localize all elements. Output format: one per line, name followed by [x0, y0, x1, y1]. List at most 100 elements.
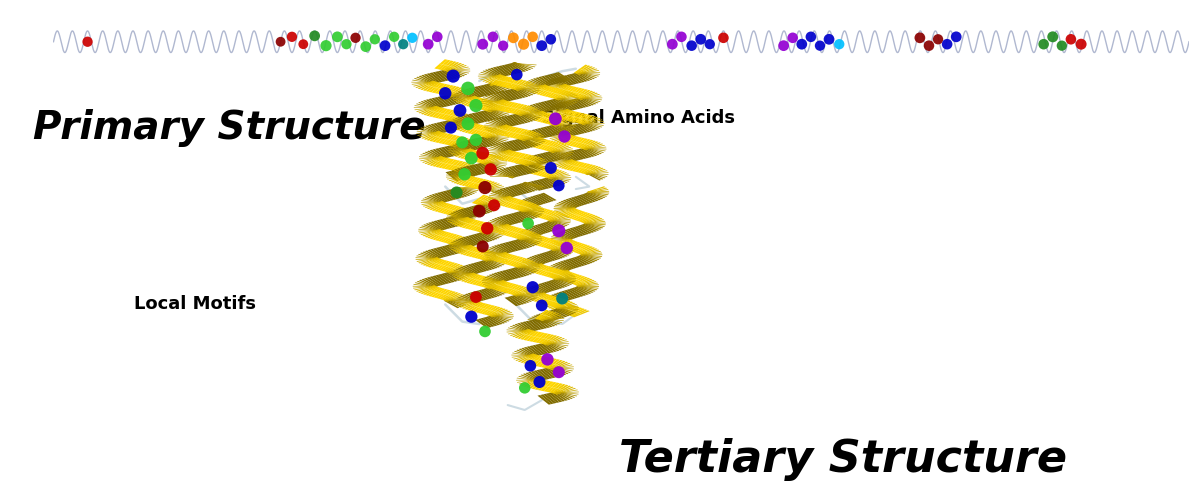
Polygon shape: [432, 83, 445, 93]
Polygon shape: [486, 223, 509, 226]
Polygon shape: [518, 203, 535, 211]
Polygon shape: [516, 84, 537, 91]
Polygon shape: [520, 131, 534, 140]
Polygon shape: [536, 284, 551, 292]
Polygon shape: [580, 254, 599, 260]
Polygon shape: [586, 167, 604, 175]
Polygon shape: [517, 266, 535, 273]
Point: [451, 107, 470, 114]
Polygon shape: [570, 88, 583, 97]
Polygon shape: [528, 319, 548, 324]
Polygon shape: [539, 77, 552, 85]
Polygon shape: [584, 147, 599, 155]
Polygon shape: [552, 158, 573, 162]
Polygon shape: [480, 101, 504, 102]
Polygon shape: [585, 223, 605, 225]
Polygon shape: [457, 188, 479, 189]
Polygon shape: [504, 297, 518, 306]
Polygon shape: [484, 102, 499, 111]
Polygon shape: [484, 162, 502, 169]
Polygon shape: [529, 138, 545, 147]
Polygon shape: [512, 62, 529, 71]
Polygon shape: [483, 71, 502, 78]
Polygon shape: [521, 155, 535, 165]
Polygon shape: [484, 157, 502, 164]
Polygon shape: [522, 134, 541, 140]
Polygon shape: [554, 124, 572, 131]
Polygon shape: [432, 194, 447, 202]
Polygon shape: [439, 219, 453, 228]
Polygon shape: [429, 132, 443, 141]
Polygon shape: [551, 367, 573, 371]
Polygon shape: [449, 93, 470, 101]
Polygon shape: [547, 177, 564, 185]
Polygon shape: [477, 100, 491, 109]
Polygon shape: [452, 120, 476, 121]
Polygon shape: [581, 252, 602, 255]
Polygon shape: [422, 229, 441, 236]
Polygon shape: [551, 364, 573, 370]
Polygon shape: [485, 125, 508, 130]
Polygon shape: [454, 169, 471, 178]
Polygon shape: [499, 143, 515, 152]
Polygon shape: [451, 216, 467, 224]
Polygon shape: [549, 133, 571, 137]
Polygon shape: [584, 147, 602, 154]
Polygon shape: [549, 220, 570, 225]
Polygon shape: [549, 116, 564, 125]
Polygon shape: [520, 211, 535, 219]
Polygon shape: [485, 123, 508, 128]
Polygon shape: [522, 137, 541, 145]
Polygon shape: [566, 229, 581, 237]
Polygon shape: [567, 275, 583, 283]
Polygon shape: [416, 132, 440, 134]
Polygon shape: [541, 318, 564, 321]
Polygon shape: [476, 233, 490, 242]
Polygon shape: [507, 89, 520, 99]
Polygon shape: [454, 96, 476, 101]
Polygon shape: [490, 68, 505, 77]
Point: [466, 102, 485, 109]
Polygon shape: [574, 163, 587, 172]
Polygon shape: [535, 139, 549, 148]
Polygon shape: [460, 300, 478, 308]
Polygon shape: [482, 231, 501, 239]
Polygon shape: [463, 89, 478, 99]
Polygon shape: [543, 297, 558, 305]
Polygon shape: [579, 140, 593, 149]
Polygon shape: [478, 197, 495, 205]
Polygon shape: [518, 235, 540, 237]
Polygon shape: [458, 91, 476, 99]
Polygon shape: [480, 289, 495, 298]
Polygon shape: [424, 125, 441, 134]
Polygon shape: [514, 295, 529, 303]
Polygon shape: [429, 231, 445, 239]
Polygon shape: [518, 136, 541, 139]
Polygon shape: [454, 139, 471, 147]
Polygon shape: [489, 109, 510, 115]
Polygon shape: [414, 105, 438, 109]
Polygon shape: [543, 301, 565, 304]
Polygon shape: [518, 112, 536, 121]
Polygon shape: [449, 146, 472, 152]
Polygon shape: [541, 318, 565, 320]
Polygon shape: [457, 142, 473, 151]
Polygon shape: [454, 218, 470, 226]
Polygon shape: [487, 125, 508, 131]
Polygon shape: [479, 137, 495, 146]
Polygon shape: [507, 330, 530, 332]
Polygon shape: [465, 166, 479, 175]
Polygon shape: [427, 277, 441, 286]
Polygon shape: [490, 82, 508, 91]
Polygon shape: [554, 125, 577, 126]
Polygon shape: [537, 344, 552, 354]
Polygon shape: [584, 219, 604, 224]
Polygon shape: [546, 339, 567, 345]
Polygon shape: [546, 82, 566, 87]
Polygon shape: [491, 281, 508, 290]
Polygon shape: [548, 367, 564, 376]
Polygon shape: [533, 332, 546, 342]
Polygon shape: [496, 245, 511, 253]
Polygon shape: [543, 358, 558, 368]
Polygon shape: [435, 261, 449, 270]
